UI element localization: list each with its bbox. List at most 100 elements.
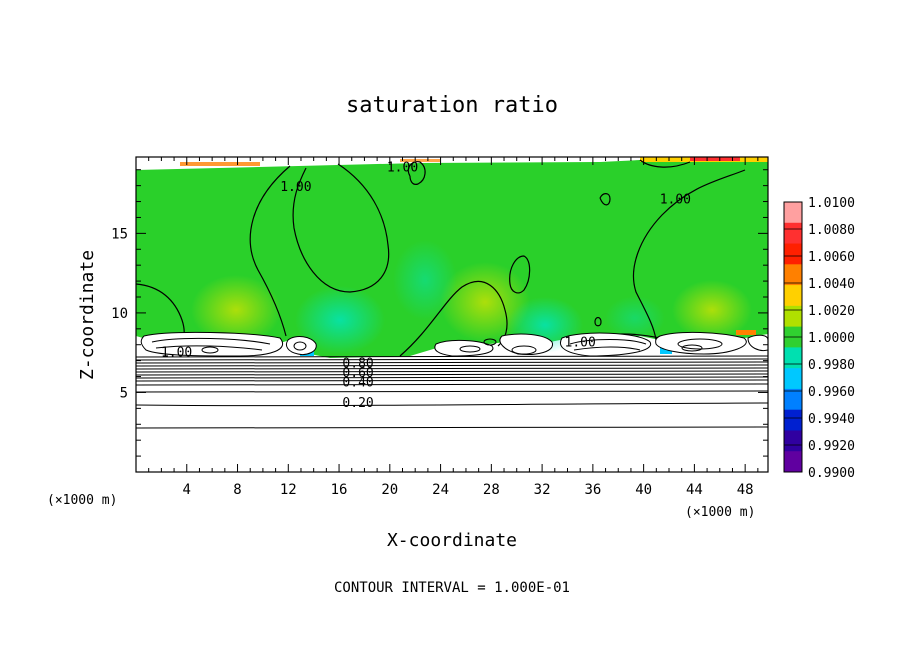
x-tick-label: 20 bbox=[381, 482, 398, 498]
x-tick-label: 36 bbox=[584, 482, 601, 498]
colorbar-label: 1.0060 bbox=[808, 250, 855, 265]
x-tick-label: 4 bbox=[183, 482, 191, 498]
cloud-pocket bbox=[285, 336, 317, 355]
colorbar-swatch bbox=[784, 347, 802, 369]
x-tick-label: 16 bbox=[331, 482, 348, 498]
contour-line bbox=[292, 163, 390, 293]
contour-line bbox=[511, 345, 537, 355]
cloud-pocket bbox=[655, 331, 747, 355]
field-blob bbox=[393, 240, 457, 320]
contour-line bbox=[151, 337, 271, 345]
y-tick-label: 15 bbox=[111, 226, 128, 242]
y-axis: 5 10 15 bbox=[111, 169, 768, 457]
top-hot-spot bbox=[400, 159, 440, 162]
x-axis-label: X-coordinate bbox=[387, 530, 517, 551]
x-tick-label: 32 bbox=[534, 482, 551, 498]
cloud-pockets bbox=[140, 331, 768, 357]
colorbar-label: 1.0100 bbox=[808, 196, 855, 211]
colorbar-swatch bbox=[784, 305, 802, 328]
colorbar-swatch bbox=[784, 264, 802, 286]
colorbar-swatch bbox=[784, 222, 802, 245]
colorbar-label: 1.0000 bbox=[808, 331, 855, 346]
field-blob bbox=[191, 275, 281, 345]
contour-line bbox=[293, 341, 307, 351]
chart-title: saturation ratio bbox=[346, 93, 558, 118]
colorbar: 1.0100 1.0080 1.0060 1.0040 1.0020 1.0000 0.99… bbox=[783, 196, 855, 481]
top-hot-spot bbox=[180, 162, 260, 166]
contour-line bbox=[249, 165, 291, 337]
x-unit-left: (×1000 m) bbox=[47, 493, 117, 508]
colorbar-label: 0.9980 bbox=[808, 358, 855, 373]
contour-line bbox=[201, 346, 219, 354]
contour-line bbox=[599, 193, 611, 206]
field-blob bbox=[295, 286, 385, 354]
cloud-pocket bbox=[434, 339, 494, 357]
cloud-pocket bbox=[140, 331, 283, 357]
contour-line bbox=[407, 161, 426, 185]
cloud-pocket bbox=[560, 332, 652, 357]
colorbar-label: 1.0020 bbox=[808, 304, 855, 319]
colorbar-swatch bbox=[784, 388, 802, 411]
cloud-pocket-rings bbox=[151, 337, 723, 355]
contour-line bbox=[509, 255, 531, 294]
field-blob bbox=[605, 296, 665, 340]
y-tick-label: 10 bbox=[111, 306, 128, 322]
colorbar-swatch bbox=[784, 285, 802, 307]
contour-label: 0.20 bbox=[342, 396, 373, 411]
colorbar-label: 0.9960 bbox=[808, 385, 855, 400]
contour-line bbox=[681, 344, 703, 352]
contour-label: 0.40 bbox=[342, 376, 373, 391]
x-tick-label: 28 bbox=[483, 482, 500, 498]
contour-labels: 1.00 1.00 1.00 1.00 1.00 0.800.600.40 0.20 bbox=[161, 161, 691, 411]
contour-line bbox=[639, 159, 691, 168]
contour-line bbox=[573, 346, 641, 351]
contour-line bbox=[677, 338, 723, 350]
contour-label: 1.00 bbox=[565, 336, 596, 351]
cloud-pocket bbox=[499, 333, 553, 355]
contour-label: 1.00 bbox=[280, 180, 311, 195]
x-tick-label: 8 bbox=[233, 482, 241, 498]
colorbar-label: 0.9940 bbox=[808, 412, 855, 427]
colorbar-label: 0.9900 bbox=[808, 466, 855, 481]
contour-line bbox=[594, 316, 602, 327]
contour-line bbox=[632, 169, 746, 341]
colorbar-swatch bbox=[784, 409, 802, 431]
colorbar-label: 1.0040 bbox=[808, 277, 855, 292]
contour-line bbox=[483, 338, 497, 346]
contour-label: 0.80 bbox=[342, 356, 373, 371]
contour-line bbox=[136, 402, 768, 407]
colorbar-swatch bbox=[784, 451, 802, 473]
colorbar-swatch bbox=[784, 202, 802, 224]
x-tick-label: 40 bbox=[635, 482, 652, 498]
colorbar-swatch bbox=[784, 430, 802, 452]
contour-line bbox=[155, 345, 263, 351]
x-unit-right: (×1000 m) bbox=[685, 505, 755, 520]
contour-line bbox=[569, 339, 647, 345]
contour-label: 1.00 bbox=[387, 161, 418, 176]
colorbar-label: 1.0080 bbox=[808, 223, 855, 238]
edge-hot-spot bbox=[736, 330, 756, 335]
contour-line bbox=[459, 345, 481, 353]
contour-line bbox=[399, 280, 508, 357]
plot-area: 1.00 1.00 1.00 1.00 1.00 0.800.600.40 0.20 bbox=[136, 157, 768, 472]
colorbar-swatch bbox=[784, 368, 802, 390]
contour-label: 0.60 bbox=[342, 366, 373, 381]
x-tick-label: 48 bbox=[737, 482, 754, 498]
contour-label: 1.00 bbox=[161, 345, 192, 360]
contour-line bbox=[136, 426, 768, 429]
y-tick-label: 5 bbox=[120, 385, 128, 401]
x-axis: 4 8 12 16 20 24 28 32 36 40 44 48 bbox=[148, 157, 759, 498]
top-hot-spot bbox=[690, 157, 740, 161]
x-tick-label: 12 bbox=[280, 482, 297, 498]
y-axis-label: Z-coordinate bbox=[77, 250, 98, 380]
contour-label: 1.00 bbox=[660, 193, 691, 208]
plot-frame bbox=[135, 156, 769, 473]
x-tick-label: 24 bbox=[432, 482, 449, 498]
contour-interval-note: CONTOUR INTERVAL = 1.000E-01 bbox=[334, 580, 570, 596]
field-blob bbox=[672, 280, 752, 340]
cloud-pocket bbox=[747, 334, 768, 351]
x-tick-label: 44 bbox=[686, 482, 703, 498]
colorbar-swatch bbox=[784, 243, 802, 265]
colorbar-label: 0.9920 bbox=[808, 439, 855, 454]
